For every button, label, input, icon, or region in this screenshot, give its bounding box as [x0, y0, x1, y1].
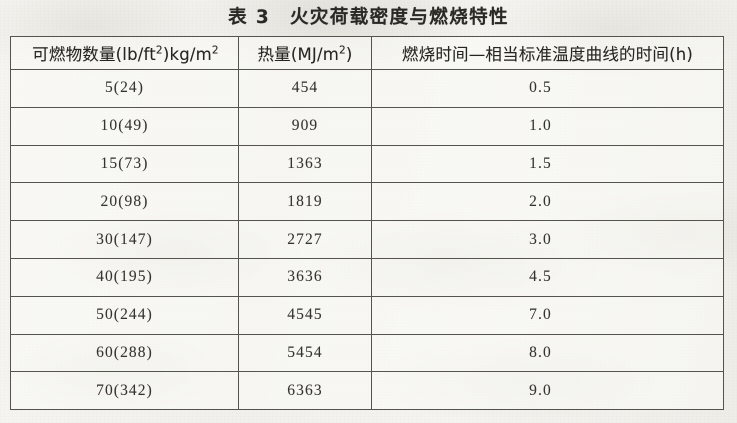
column-header-fuel-load-mid: )kg/m [162, 45, 212, 64]
cell-burn-time: 1.5 [371, 144, 724, 184]
table-row: 20(98) 1819 2.0 [10, 182, 724, 222]
header-row: 可燃物数量(lb/ft2)kg/m2 热量(MJ/m2) 燃烧时间—相当标准温度… [10, 36, 724, 70]
column-header-burn-time: 燃烧时间—相当标准温度曲线的时间(h) [371, 36, 724, 70]
cell-burn-time: 1.0 [371, 106, 724, 146]
cell-fuel-load: 5(24) [10, 69, 239, 108]
fire-load-table: 可燃物数量(lb/ft2)kg/m2 热量(MJ/m2) 燃烧时间—相当标准温度… [10, 36, 724, 411]
table-row: 30(147) 2727 3.0 [10, 220, 724, 259]
table-row: 50(244) 4545 7.0 [10, 295, 724, 335]
column-header-fuel-load-sup2: 2 [211, 44, 219, 57]
table-row: 40(195) 3636 4.5 [10, 257, 724, 297]
cell-burn-time: 7.0 [371, 295, 724, 335]
cell-fuel-load: 15(73) [10, 144, 239, 184]
cell-heat: 3636 [238, 257, 372, 297]
column-header-heat: 热量(MJ/m2) [238, 36, 372, 70]
column-header-heat-sup1: 2 [339, 44, 346, 57]
cell-burn-time: 3.0 [371, 220, 724, 259]
column-header-heat-prefix: 热量(MJ/m [257, 45, 340, 64]
cell-heat: 6363 [238, 371, 372, 411]
column-header-fuel-load-prefix: 可燃物数量(lb/ft [32, 45, 156, 64]
cell-fuel-load: 30(147) [10, 220, 239, 259]
table-row: 70(342) 6363 9.0 [10, 371, 724, 411]
table-row: 10(49) 909 1.0 [10, 106, 724, 146]
cell-heat: 5454 [238, 333, 372, 373]
cell-heat: 1363 [238, 144, 372, 184]
cell-burn-time: 0.5 [371, 69, 724, 108]
table-row: 60(288) 5454 8.0 [10, 333, 724, 373]
table-container: 可燃物数量(lb/ft2)kg/m2 热量(MJ/m2) 燃烧时间—相当标准温度… [10, 36, 724, 411]
table-header: 可燃物数量(lb/ft2)kg/m2 热量(MJ/m2) 燃烧时间—相当标准温度… [10, 36, 724, 70]
cell-fuel-load: 50(244) [10, 295, 239, 335]
cell-heat: 454 [238, 69, 372, 108]
cell-fuel-load: 40(195) [10, 257, 239, 297]
cell-burn-time: 2.0 [371, 182, 724, 222]
table-row: 15(73) 1363 1.5 [10, 144, 724, 184]
cell-fuel-load: 60(288) [10, 333, 239, 373]
cell-fuel-load: 10(49) [10, 106, 239, 146]
cell-heat: 2727 [238, 220, 372, 259]
cell-burn-time: 8.0 [371, 333, 724, 373]
table-body: 5(24) 454 0.5 10(49) 909 1.0 15(73) 1363… [10, 69, 724, 411]
cell-burn-time: 4.5 [371, 257, 724, 297]
table-row: 5(24) 454 0.5 [10, 69, 724, 108]
cell-heat: 909 [238, 106, 372, 146]
column-header-heat-mid: ) [345, 45, 353, 64]
cell-heat: 4545 [238, 295, 372, 335]
cell-heat: 1819 [238, 182, 372, 222]
cell-burn-time: 9.0 [371, 371, 724, 411]
cell-fuel-load: 70(342) [10, 371, 239, 411]
column-header-fuel-load: 可燃物数量(lb/ft2)kg/m2 [10, 36, 239, 70]
column-header-fuel-load-sup1: 2 [155, 44, 163, 57]
cell-fuel-load: 20(98) [10, 182, 239, 222]
table-caption: 表 3 火灾荷载密度与燃烧特性 [228, 7, 509, 28]
